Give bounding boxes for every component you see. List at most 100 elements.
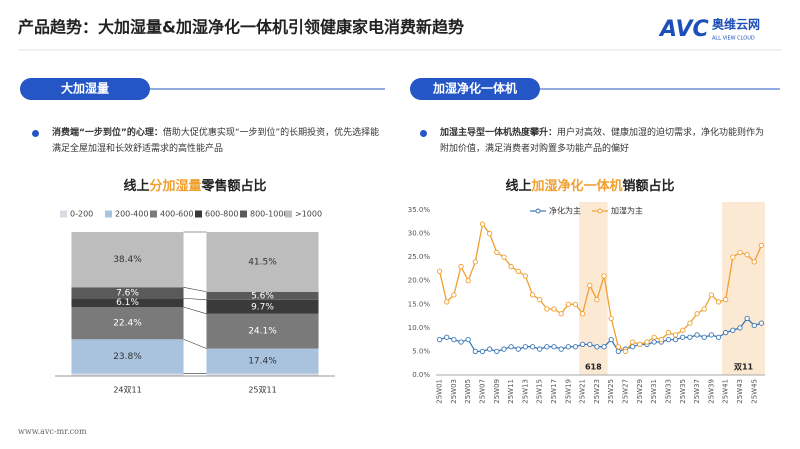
point [723,296,729,303]
logo-en: ALL VIEW CLOUD [712,36,755,42]
point [565,301,571,307]
legend-swatch [150,210,157,218]
point [730,327,736,333]
point [737,249,743,256]
point [551,344,557,350]
point [479,348,486,355]
bullet-text: 用户对高效、健康加湿的迫切需求，净化功能则作为附加价值，满足消费者对购置多功能产… [440,128,765,154]
point [715,334,722,340]
bullet-lead: 消费端“一步到位”的心理： [52,128,163,138]
x-tick-label: 25W11 [507,379,515,404]
point [601,344,607,350]
x-tick-label: 25W41 [722,379,730,404]
data-label: 5.6% [251,291,274,301]
x-tick-label: 25W09 [493,379,501,404]
point [594,296,600,303]
point [672,336,679,343]
point [544,344,550,350]
data-label: 24.1% [248,327,277,337]
point [751,322,757,329]
point [687,320,693,326]
point [558,346,564,352]
point [486,230,493,237]
data-label: 22.4% [113,319,142,329]
point [515,346,521,352]
chart-title: 线上分加湿量零售额占比 [123,178,266,194]
point [644,339,650,345]
point [658,336,664,343]
tab [410,78,540,100]
legend-marker [597,208,603,214]
point [537,296,543,303]
y-tick-label: 30.0% [408,230,431,238]
point [472,259,478,265]
point [744,315,750,322]
point [515,268,521,274]
legend-label: 800-1000 [250,210,289,219]
point [579,311,586,317]
point [508,344,514,350]
x-tick-label: 25双11 [248,386,276,395]
x-tick-label: 25W45 [750,379,758,404]
connector [183,297,207,301]
x-tick-label: 25W25 [607,379,615,404]
series-line [439,317,762,353]
bullet-dot [32,130,39,137]
point [522,344,529,350]
data-label: 7.6% [116,288,139,298]
data-label: 41.5% [248,257,277,267]
legend-swatch [60,210,67,218]
point [694,332,700,338]
legend-swatch [105,210,112,218]
point [587,282,593,289]
x-tick-label: 25W13 [521,379,529,404]
point [680,334,686,340]
point [572,344,579,350]
series-line [438,222,762,353]
point [458,263,464,270]
legend-swatch [285,210,292,218]
point [665,329,672,336]
legend-label: 净化为主 [549,206,581,216]
logo: AVC [658,17,709,42]
bullet-lead: 加湿主导型一体机热度攀升： [440,128,558,138]
x-tick-label: 25W37 [693,379,701,404]
title-part: 分加湿量 [149,178,201,194]
bar-segment [206,313,319,349]
x-tick-label: 25W15 [536,379,544,404]
point [630,339,636,345]
point [608,336,614,343]
connector [183,339,207,349]
point [458,339,464,345]
x-tick-label: 25W23 [593,379,601,404]
point [465,278,471,284]
point [708,292,715,298]
bullet: 加湿主导型一体机热度攀升：用户对高效、健康加湿的迫切需求，净化功能则作为附加价值… [440,125,770,157]
point [758,320,765,326]
y-tick-label: 15.0% [408,300,431,308]
point [594,344,600,350]
title-part: 线上 [505,178,531,194]
point [544,306,550,312]
point [680,327,686,333]
point [708,332,715,338]
point [694,311,700,317]
point [486,346,493,352]
point [501,254,507,260]
legend-swatch [195,210,202,218]
point [730,254,736,260]
data-label: 6.1% [116,298,139,308]
point [444,299,450,305]
legend-label: 600-800 [205,210,238,219]
point [472,348,478,355]
point [758,242,765,249]
point [444,334,450,340]
point [465,336,471,343]
point [565,344,571,350]
bullet-text: 借助大促优惠实现“一步到位”的长期投资，优先选择能满足全屋加湿和长效舒适需求的高… [52,128,380,154]
point [479,221,486,227]
point [558,311,564,317]
x-tick-label: 25W03 [450,379,458,404]
point [715,299,722,305]
x-tick-label: 25W01 [436,379,444,404]
